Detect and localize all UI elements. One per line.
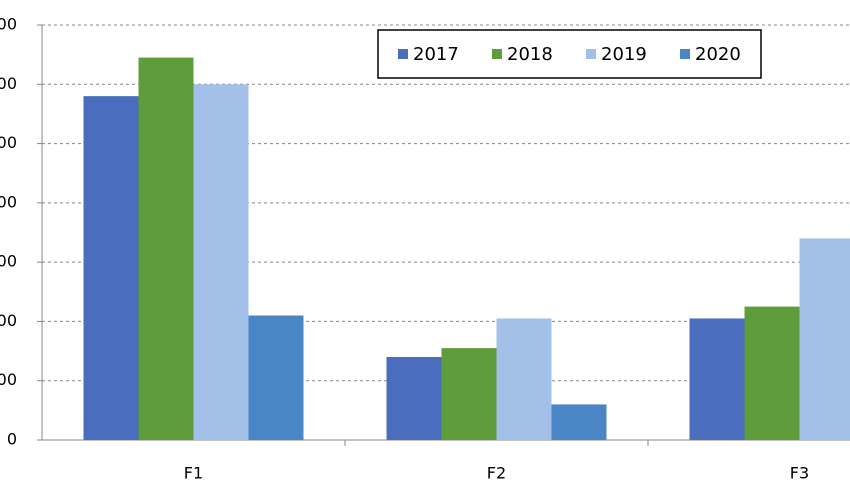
- bar: [744, 306, 800, 440]
- y-tick-label: 500: [0, 133, 17, 152]
- x-tick-label: F3: [790, 464, 809, 483]
- bar: [496, 318, 552, 440]
- legend-box: [377, 29, 762, 79]
- x-tick-label: F1: [184, 464, 203, 483]
- bar: [689, 318, 745, 440]
- x-tick-label: F2: [487, 464, 506, 483]
- bar: [138, 57, 194, 440]
- legend-label: 2020: [695, 44, 741, 65]
- bar: [799, 238, 850, 440]
- y-tick-label: 300: [0, 252, 17, 271]
- bar: [83, 96, 139, 441]
- legend-label: 2018: [507, 44, 553, 65]
- legend-label: 2017: [413, 44, 459, 65]
- legend-swatch: [492, 49, 502, 59]
- bar: [248, 315, 304, 440]
- y-tick-label: 400: [0, 192, 17, 211]
- y-tick-label: 0: [7, 430, 17, 449]
- y-tick-label: 100: [0, 370, 17, 389]
- legend-swatch: [398, 49, 408, 59]
- legend-swatch: [586, 49, 596, 59]
- bar: [193, 84, 249, 441]
- bar: [386, 357, 442, 440]
- y-tick-label: 700: [0, 15, 17, 34]
- y-tick-label: 600: [0, 74, 17, 93]
- y-tick-label: 200: [0, 311, 17, 330]
- bar: [441, 348, 497, 440]
- bar: [551, 404, 607, 440]
- legend-label: 2019: [601, 44, 647, 65]
- legend-swatch: [680, 49, 690, 59]
